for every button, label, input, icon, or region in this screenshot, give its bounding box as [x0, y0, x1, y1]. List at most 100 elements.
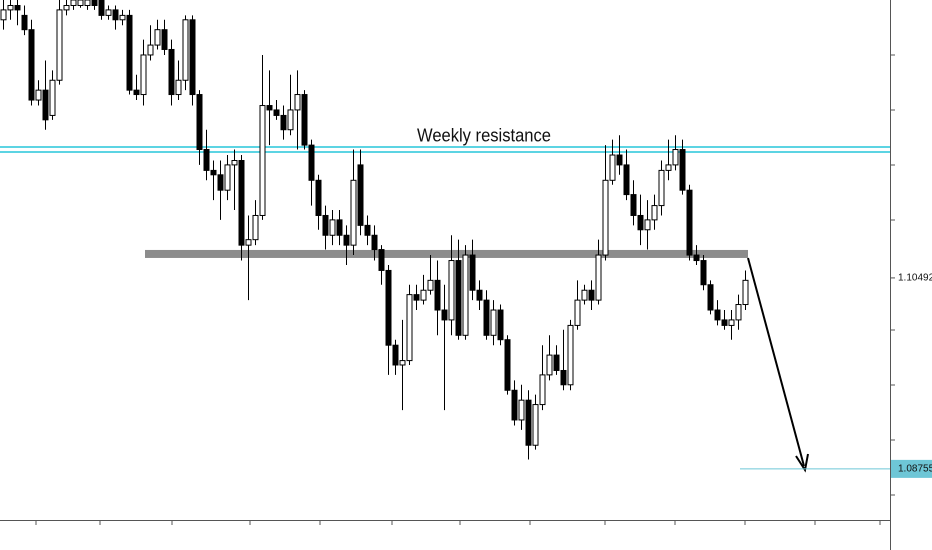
candle-body: [441, 309, 448, 321]
candle-body: [161, 29, 168, 50]
candle-body: [189, 19, 196, 96]
candle-body: [266, 105, 273, 111]
candle-body: [616, 154, 623, 166]
candle-body: [287, 109, 294, 131]
candle-body: [301, 94, 308, 146]
candle-body: [672, 149, 679, 166]
candle-body: [378, 249, 385, 271]
candle-body: [448, 260, 455, 321]
candle-body: [224, 164, 231, 191]
annotation: Weekly resistance: [417, 125, 551, 145]
candle-body: [546, 354, 553, 376]
candle-body: [329, 219, 336, 236]
candle-body: [483, 299, 490, 336]
candle-body: [98, 0, 105, 16]
candle-body: [210, 169, 217, 176]
candle-body: [315, 179, 322, 216]
candle-body: [133, 89, 140, 96]
candle-body: [217, 174, 224, 191]
candle-body: [693, 254, 700, 262]
candle-body: [42, 89, 49, 121]
candle-body: [63, 4, 70, 11]
candle-body: [623, 164, 630, 196]
candle-body: [609, 154, 616, 181]
candle-body: [399, 360, 406, 366]
candle-body: [385, 269, 392, 346]
candle-body: [35, 89, 42, 101]
candle-body: [427, 279, 434, 291]
candle-body: [357, 164, 364, 226]
candle-body: [651, 205, 658, 221]
candle-body: [252, 214, 259, 241]
candle-body: [679, 149, 686, 191]
candle-body: [553, 354, 560, 371]
candle-body: [595, 254, 602, 301]
candle-body: [581, 289, 588, 301]
candle-body: [637, 214, 644, 231]
candle-body: [511, 389, 518, 421]
candle-body: [490, 309, 497, 336]
candle-body: [700, 260, 707, 286]
candle-body: [294, 94, 301, 111]
candle-body: [504, 339, 511, 391]
candle-body: [7, 4, 14, 11]
candle-body: [567, 324, 574, 386]
candle-body: [112, 9, 119, 21]
candle-body: [231, 160, 238, 166]
candle-body: [714, 309, 721, 321]
arrow: [747, 257, 805, 467]
candle-body: [721, 319, 728, 326]
candle-body: [686, 189, 693, 256]
candle-body: [154, 29, 161, 46]
x-ticks: [35, 520, 881, 525]
plot: Weekly resistance: [0, 0, 890, 460]
candle-body: [77, 0, 84, 6]
candle-body: [735, 304, 742, 321]
candle-body: [560, 369, 567, 386]
candle-body: [203, 149, 210, 171]
price-label: 1.10492: [898, 273, 932, 284]
candle-body: [84, 0, 91, 6]
candle-body: [350, 179, 357, 246]
candle-body: [273, 109, 280, 116]
candle-body: [525, 399, 532, 446]
candle-body: [119, 14, 126, 21]
candle-body: [574, 299, 581, 326]
candle-body: [455, 260, 462, 336]
candle-body: [588, 289, 595, 301]
candle-body: [707, 284, 714, 311]
candle-body: [91, 0, 98, 6]
candle-body: [343, 234, 350, 246]
candle-body: [259, 105, 266, 216]
candle-body: [392, 344, 399, 366]
y-ticks: [890, 54, 895, 496]
candle-body: [168, 48, 175, 96]
candle-body: [336, 219, 343, 236]
candle-body: [630, 194, 637, 216]
candle-body: [532, 404, 539, 446]
support-zone: [145, 249, 748, 258]
candle-body: [105, 9, 112, 16]
candle-body: [322, 214, 329, 236]
candle-body: [175, 79, 182, 96]
candle-body: [434, 279, 441, 311]
candle-body: [476, 289, 483, 301]
candle-body: [49, 79, 56, 116]
candle-body: [364, 224, 371, 236]
candle-body: [28, 29, 35, 101]
candle-body: [602, 179, 609, 256]
candle-body: [238, 160, 245, 246]
price-label: 1.08755: [898, 464, 932, 475]
price-label-box: [891, 459, 932, 478]
candle-body: [644, 219, 651, 231]
candle-body: [21, 14, 28, 31]
candle-body: [308, 144, 315, 181]
candle-body: [70, 0, 77, 6]
candle-body: [245, 239, 252, 246]
candle-body: [126, 14, 133, 91]
axes: [0, 0, 895, 550]
candle-body: [196, 94, 203, 151]
candle-body: [462, 254, 469, 336]
